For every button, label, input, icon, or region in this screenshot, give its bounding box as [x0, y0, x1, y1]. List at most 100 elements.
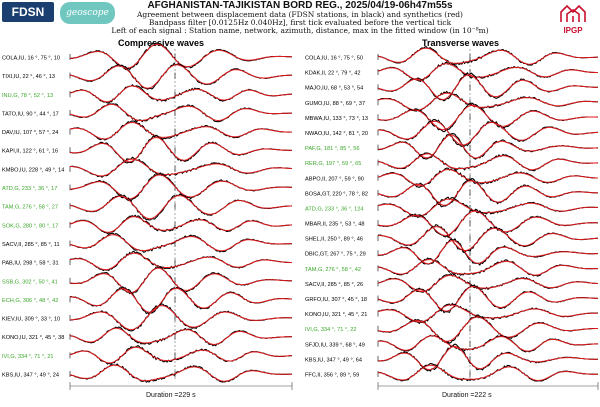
station-label: SOK,G, 280 °, 80 °, 17	[2, 223, 58, 229]
data-trace	[70, 303, 292, 332]
station-label: GUMO,IU, 88 °, 69 °, 37	[305, 101, 365, 107]
station-label: MAJO,IU, 68 °, 53 °, 54	[305, 86, 363, 92]
synthetic-trace	[377, 153, 598, 171]
synthetic-trace	[377, 335, 598, 352]
synthetic-trace	[377, 240, 598, 265]
synthetic-trace	[377, 210, 598, 237]
synthetic-trace	[377, 258, 598, 276]
station-label: DBIC,GT, 267 °, 75 °, 29	[305, 252, 366, 258]
ipgp-emblem-icon	[560, 4, 586, 22]
data-trace	[69, 172, 292, 202]
station-label: RER,G, 197 °, 59 °, 65	[305, 161, 361, 167]
synthetic-trace	[69, 85, 292, 103]
station-label: ECH,G, 306 °, 48 °, 42	[2, 298, 58, 304]
synthetic-trace	[70, 158, 293, 177]
data-trace	[69, 326, 293, 347]
synthetic-trace	[69, 121, 292, 140]
synthetic-trace	[378, 226, 599, 251]
station-label: TIXI,IU, 22 °, 46 °, 13	[2, 74, 55, 80]
ipgp-logo-text: IPGP	[563, 26, 583, 35]
data-trace	[377, 208, 598, 238]
synthetic-trace	[377, 180, 599, 206]
synthetic-trace	[69, 327, 292, 345]
fdsn-logo: FDSN	[2, 2, 54, 22]
synthetic-trace	[377, 92, 599, 111]
geoscope-logo: geoscope	[60, 2, 115, 24]
synthetic-trace	[377, 47, 598, 65]
synthetic-trace	[377, 364, 598, 381]
synthetic-trace	[69, 287, 292, 313]
station-label: INU,G, 78 °, 52 °, 13	[2, 93, 53, 99]
station-label: BOSA,GT, 220 °, 78 °, 82	[305, 191, 368, 197]
station-label: KMBO,IU, 228 °, 49 °, 14	[2, 167, 64, 173]
station-label: TAM,G, 276 °, 58 °, 27	[2, 205, 58, 211]
synthetic-trace	[377, 274, 599, 293]
synthetic-trace	[377, 316, 598, 342]
transverse-panel-title: Transverse waves	[422, 38, 500, 48]
station-label: TAM,G, 276 °, 58 °, 42	[305, 267, 361, 273]
data-trace	[377, 90, 598, 112]
synthetic-trace	[378, 120, 598, 146]
station-label: FFC,II, 356 °, 89 °, 59	[305, 373, 359, 379]
synthetic-trace	[69, 216, 293, 233]
station-label: TATO,IU, 90 °, 44 °, 17	[2, 111, 59, 117]
synthetic-trace	[70, 305, 292, 331]
station-label: KONO,IU, 321 °, 45 °, 21	[305, 312, 367, 318]
figure-title: AFGHANISTAN-TAJIKISTAN BORD REG., 2025/0…	[147, 0, 453, 11]
station-label: ATD,G, 233 °, 36 °, 17	[2, 186, 57, 192]
station-label: GRFO,IU, 307 °, 45 °, 18	[305, 297, 367, 303]
station-label: SACV,II, 285 °, 85 °, 11	[2, 242, 60, 248]
station-label: MBAR,II, 235 °, 53 °, 48	[305, 222, 365, 228]
station-label: KIEV,IU, 309 °, 33 °, 10	[2, 317, 60, 323]
synthetic-trace	[69, 195, 293, 220]
subtitle-line-3: Left of each signal : Station name, netw…	[111, 26, 489, 35]
compressive-panel-title: Compressive waves	[118, 38, 205, 48]
station-label: COLA,IU, 16 °, 75 °, 10	[2, 56, 60, 62]
synthetic-trace	[69, 252, 292, 271]
synthetic-trace	[69, 136, 292, 163]
station-label: MBWA,IU, 133 °, 73 °, 13	[305, 116, 368, 122]
synthetic-trace	[69, 364, 292, 382]
transverse-duration-label: Duration =222 s	[442, 392, 492, 399]
station-label: IVI,G, 334 °, 71 °, 21	[2, 354, 53, 360]
data-trace	[69, 62, 292, 90]
ipgp-logo: IPGP	[553, 2, 593, 36]
station-label: NWAO,IU, 142 °, 81 °, 20	[305, 131, 368, 137]
data-trace	[377, 257, 598, 277]
data-trace	[377, 61, 598, 83]
station-label: KAPI,II, 122 °, 61 °, 16	[2, 149, 58, 155]
synthetic-trace	[69, 103, 292, 122]
compressive-duration-label: Duration =229 s	[146, 392, 196, 399]
station-label: KBS,IU, 347 °, 49 °, 24	[2, 373, 59, 379]
station-label: PAF,G, 181 °, 85 °, 56	[305, 146, 359, 152]
synthetic-trace	[377, 134, 599, 159]
subtitle-line-2: Bandpass filter [0.0125Hz 0.040Hz], firs…	[148, 18, 452, 27]
station-label: COLA,IU, 16 °, 75 °, 50	[305, 56, 363, 62]
data-trace	[377, 224, 599, 253]
station-label: SSB,G, 302 °, 50 °, 41	[2, 279, 58, 285]
synthetic-trace	[69, 346, 293, 364]
station-label: PAB,IU, 298 °, 58 °, 31	[2, 261, 59, 267]
synthetic-trace	[69, 64, 292, 89]
synthetic-trace	[378, 345, 598, 371]
station-label: DAV,IU, 107 °, 57 °, 24	[2, 130, 58, 136]
synthetic-trace	[69, 234, 292, 252]
data-trace	[69, 286, 293, 316]
data-trace	[69, 363, 292, 383]
station-label: KONO,IU, 321 °, 45 °, 38	[2, 335, 64, 341]
synthetic-trace	[377, 285, 598, 312]
data-trace	[377, 272, 598, 293]
station-label: SHEL,II, 250 °, 89 °, 46	[305, 237, 363, 243]
station-label: KDAK,II, 22 °, 79 °, 42	[305, 71, 360, 77]
station-label: IVI,G, 334 °, 71 °, 22	[305, 327, 356, 333]
station-label: KBS,IU, 347 °, 49 °, 64	[305, 357, 362, 363]
subtitle-line-1: Agreement between displacement data (FDS…	[137, 10, 463, 19]
data-trace	[377, 45, 598, 66]
data-trace	[69, 103, 292, 123]
synthetic-trace	[69, 174, 292, 200]
station-label: ATD,G, 233 °, 36 °, 124	[305, 206, 363, 212]
synthetic-trace	[377, 63, 598, 81]
synthetic-trace	[377, 104, 598, 131]
